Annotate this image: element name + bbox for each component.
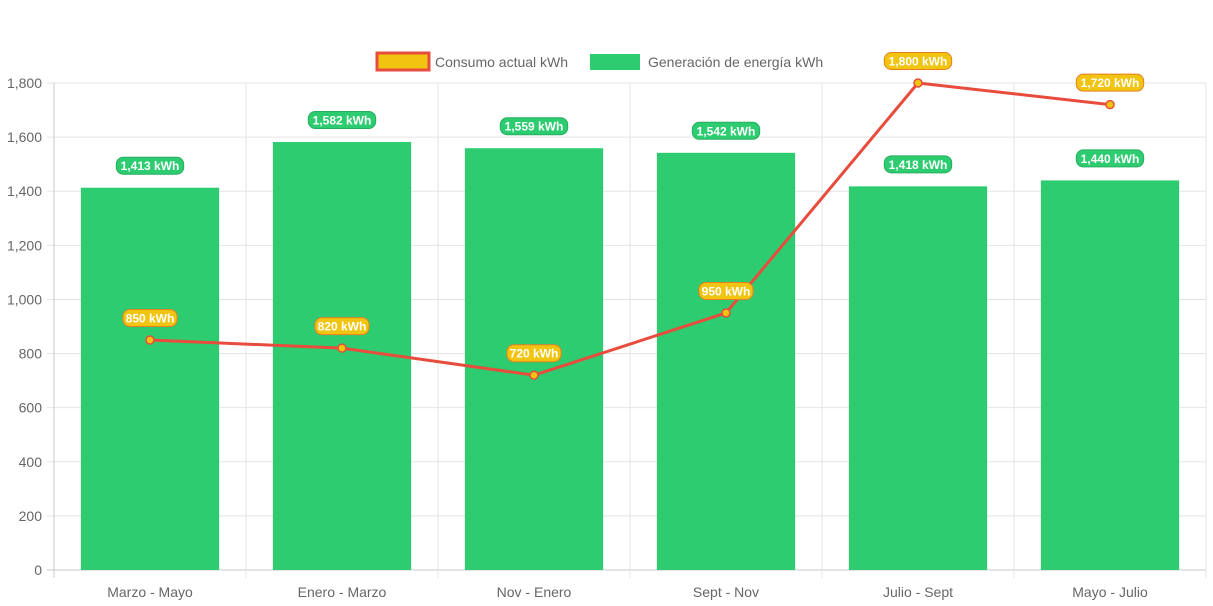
x-tick-label: Nov - Enero bbox=[497, 584, 572, 600]
line-data-label-text: 850 kWh bbox=[126, 312, 175, 326]
bar-data-label-text: 1,582 kWh bbox=[313, 113, 372, 127]
x-axis: Marzo - Mayo Enero - Marzo Nov - Enero Sept… bbox=[107, 584, 1148, 600]
bar-data-label-bg bbox=[307, 110, 377, 129]
line-data-label-bg bbox=[314, 317, 370, 336]
y-axis: 0 200 400 600 800 1,000 1,200 1,400 1,600 1,800 bbox=[7, 75, 42, 578]
y-tick-label: 1,200 bbox=[7, 237, 42, 253]
line-series bbox=[145, 78, 1115, 380]
bar[interactable] bbox=[80, 187, 220, 570]
line-data-label-text: 950 kWh bbox=[702, 284, 751, 298]
line-data-label: 720 kWh bbox=[506, 344, 562, 363]
line-data-label-bg bbox=[698, 281, 754, 300]
consumo-line bbox=[149, 81, 1111, 377]
bar-data-label: 1,582 kWh bbox=[307, 110, 377, 129]
y-tick-label: 800 bbox=[19, 346, 43, 362]
line-data-label-text: 1,800 kWh bbox=[889, 55, 948, 69]
legend-label-consumo[interactable]: Consumo actual kWh bbox=[435, 54, 568, 70]
y-tick-label: 200 bbox=[19, 508, 43, 524]
bar-data-label-text: 1,418 kWh bbox=[889, 158, 948, 172]
bar-data-label-bg bbox=[499, 117, 569, 136]
y-tick-label: 400 bbox=[19, 454, 43, 470]
legend: Consumo actual kWh Generación de energía… bbox=[375, 51, 823, 72]
line-point[interactable] bbox=[529, 370, 539, 380]
line-data-label-bg bbox=[506, 344, 562, 363]
bar-data-label-bg bbox=[883, 155, 953, 174]
bar-data-label: 1,440 kWh bbox=[1075, 149, 1145, 168]
x-tick-label: Sept - Nov bbox=[693, 584, 759, 600]
x-tick-label: Marzo - Mayo bbox=[107, 584, 193, 600]
line-data-label-bg bbox=[122, 309, 178, 328]
bar-data-label: 1,542 kWh bbox=[691, 121, 761, 140]
bar[interactable] bbox=[656, 152, 796, 570]
x-tick-label: Mayo - Julio bbox=[1072, 584, 1148, 600]
line-data-label-text: 1,720 kWh bbox=[1081, 76, 1140, 90]
grid-layer bbox=[47, 82, 1207, 578]
y-tick-label: 600 bbox=[19, 400, 43, 416]
bar-data-label-bg bbox=[115, 156, 185, 175]
line-point[interactable] bbox=[913, 78, 923, 88]
y-tick-label: 1,000 bbox=[7, 291, 42, 307]
line-point[interactable] bbox=[337, 343, 347, 353]
bar-data-label: 1,559 kWh bbox=[499, 117, 569, 136]
legend-swatch-generacion[interactable] bbox=[590, 54, 640, 70]
data-labels: 1,413 kWh 1,582 kWh 1,559 kWh 1,542 kWh 1,41… bbox=[115, 52, 1145, 363]
bar-data-label: 1,418 kWh bbox=[883, 155, 953, 174]
legend-label-generacion[interactable]: Generación de energía kWh bbox=[648, 54, 823, 70]
x-tick-label: Julio - Sept bbox=[883, 584, 953, 600]
bar-data-label: 1,413 kWh bbox=[115, 156, 185, 175]
bar[interactable] bbox=[1040, 180, 1180, 570]
x-tick-label: Enero - Marzo bbox=[298, 584, 387, 600]
line-data-label-bg bbox=[1075, 73, 1145, 92]
line-point[interactable] bbox=[1105, 99, 1115, 110]
bar-data-label-text: 1,440 kWh bbox=[1081, 152, 1140, 166]
legend-swatch-consumo[interactable] bbox=[375, 51, 431, 72]
line-data-label: 1,800 kWh bbox=[883, 52, 953, 70]
bar-data-label-text: 1,542 kWh bbox=[697, 124, 756, 138]
bar-data-label-bg bbox=[691, 121, 761, 140]
line-data-label: 1,720 kWh bbox=[1075, 73, 1145, 92]
y-tick-label: 1,400 bbox=[7, 183, 42, 199]
line-point[interactable] bbox=[721, 308, 731, 318]
line-data-label-bg bbox=[883, 52, 953, 70]
y-tick-label: 1,800 bbox=[7, 75, 42, 91]
bar-data-label-bg bbox=[1075, 149, 1145, 168]
y-tick-label: 0 bbox=[34, 562, 42, 578]
line-data-label: 950 kWh bbox=[698, 281, 754, 300]
bar-data-label-text: 1,559 kWh bbox=[505, 120, 564, 134]
y-tick-label: 1,600 bbox=[7, 129, 42, 145]
line-data-label: 850 kWh bbox=[122, 309, 178, 328]
line-point[interactable] bbox=[145, 335, 155, 345]
bar-data-label-text: 1,413 kWh bbox=[121, 159, 180, 173]
line-data-label: 820 kWh bbox=[314, 317, 370, 336]
bar[interactable] bbox=[848, 186, 988, 570]
line-data-label-text: 720 kWh bbox=[510, 347, 559, 361]
line-data-label-text: 820 kWh bbox=[318, 320, 367, 334]
